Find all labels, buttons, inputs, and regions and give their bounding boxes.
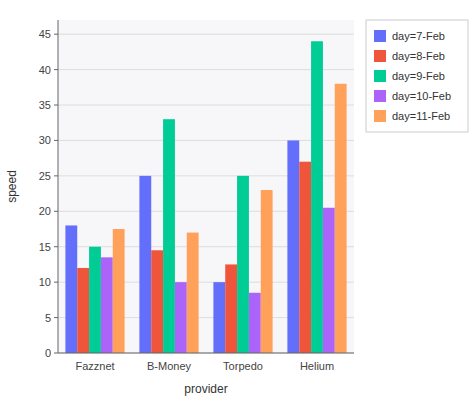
tick-mark: [54, 140, 58, 141]
tick-mark: [54, 105, 58, 106]
tick-label: 15: [39, 241, 51, 253]
bar: [261, 190, 273, 353]
legend-label: day=11-Feb: [392, 110, 450, 122]
tick-label: Helium: [300, 360, 334, 372]
bar: [213, 282, 225, 353]
bar: [113, 229, 125, 353]
legend-label: day=9-Feb: [392, 70, 445, 82]
grid-line: [58, 34, 354, 35]
legend: day=7-Feb day=8-Feb day=9-Feb day=10-Feb day…: [366, 20, 468, 132]
legend-swatch: [374, 50, 386, 62]
tick-mark: [54, 34, 58, 35]
bar: [151, 250, 163, 353]
bars: [65, 41, 346, 353]
y-axis-label: speed: [5, 170, 19, 203]
legend-swatch: [374, 30, 386, 42]
tick-mark: [54, 246, 58, 247]
bar: [237, 176, 249, 353]
bar: [299, 162, 311, 353]
tick-label: 0: [45, 347, 51, 359]
bar: [139, 176, 151, 353]
legend-swatch: [374, 110, 386, 122]
grid-line: [58, 140, 354, 141]
bar: [335, 84, 347, 353]
bar: [175, 282, 187, 353]
tick-mark: [54, 282, 58, 283]
grid-line: [58, 353, 354, 354]
bar: [323, 208, 335, 353]
tick-label: 20: [39, 205, 51, 217]
bar: [249, 293, 261, 353]
tick-label: 5: [45, 312, 51, 324]
bar: [101, 257, 113, 353]
tick-label: 10: [39, 276, 51, 288]
legend-label: day=7-Feb: [392, 30, 445, 42]
tick-label: B-Money: [147, 360, 192, 372]
tick-label: 35: [39, 99, 51, 111]
x-axis-line: [58, 353, 354, 354]
tick-label: Fazznet: [75, 360, 114, 372]
tick-mark: [54, 69, 58, 70]
bar: [163, 119, 175, 353]
bar: [225, 264, 237, 353]
grid-line: [58, 69, 354, 70]
tick-label: 30: [39, 134, 51, 146]
grid-line: [58, 105, 354, 106]
x-axis-label: provider: [184, 382, 227, 396]
bar: [65, 225, 77, 353]
y-axis-line: [58, 20, 59, 353]
tick-mark: [54, 211, 58, 212]
legend-swatch: [374, 90, 386, 102]
tick-mark: [54, 317, 58, 318]
legend-label: day=10-Feb: [392, 90, 451, 102]
tick-mark: [54, 353, 58, 354]
bar: [89, 247, 101, 353]
legend-swatch: [374, 70, 386, 82]
tick-label: 45: [39, 28, 51, 40]
chart: 0 5 10 15 20 25 30 35 40 45 Fazznet B-Money Torpedo H…: [0, 0, 474, 405]
legend-frame: [366, 20, 468, 132]
bar: [77, 268, 89, 353]
legend-label: day=8-Feb: [392, 50, 445, 62]
tick-label: Torpedo: [223, 360, 263, 372]
plot-area: [58, 20, 354, 353]
bar: [187, 233, 199, 353]
plot-background: [58, 20, 354, 353]
tick-mark: [54, 175, 58, 176]
tick-label: 40: [39, 64, 51, 76]
bar: [287, 140, 299, 353]
bar: [311, 41, 323, 353]
tick-label: 25: [39, 170, 51, 182]
